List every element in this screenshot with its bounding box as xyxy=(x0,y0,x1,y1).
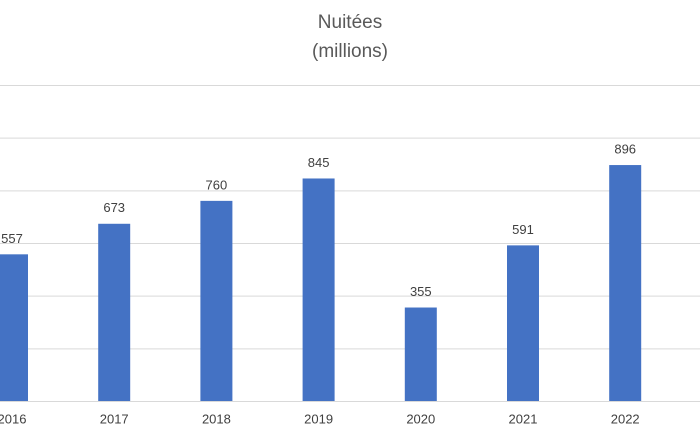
x-tick-label: 2020 xyxy=(406,411,435,426)
bar xyxy=(404,307,437,401)
x-tick-label: 2016 xyxy=(0,411,26,426)
bar xyxy=(609,165,642,401)
value-label: 760 xyxy=(206,177,228,192)
value-label: 557 xyxy=(1,231,23,246)
value-label: 845 xyxy=(308,155,330,170)
x-tick-label: 2017 xyxy=(100,411,129,426)
value-label: 896 xyxy=(614,141,636,156)
value-label: 673 xyxy=(103,200,125,215)
bar xyxy=(0,254,28,401)
bar xyxy=(98,223,131,401)
value-label: 355 xyxy=(410,284,432,299)
bar xyxy=(302,178,335,401)
chart-subtitle: (millions) xyxy=(312,41,388,62)
x-tick-label: 2019 xyxy=(304,411,333,426)
value-label: 591 xyxy=(512,222,534,237)
bar xyxy=(507,245,539,401)
chart-title: Nuitées xyxy=(318,12,382,33)
x-tick-label: 2018 xyxy=(202,411,231,426)
bar xyxy=(200,200,233,401)
x-tick-label: 2022 xyxy=(611,411,640,426)
x-tick-label: 2021 xyxy=(509,411,538,426)
